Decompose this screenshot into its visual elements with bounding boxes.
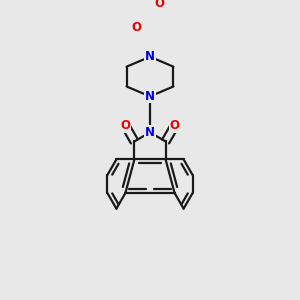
Text: N: N bbox=[145, 90, 155, 103]
Text: O: O bbox=[131, 21, 141, 34]
Text: O: O bbox=[154, 0, 164, 11]
Text: O: O bbox=[120, 119, 130, 132]
Text: N: N bbox=[145, 126, 155, 139]
Text: N: N bbox=[145, 50, 155, 63]
Text: O: O bbox=[169, 119, 180, 132]
